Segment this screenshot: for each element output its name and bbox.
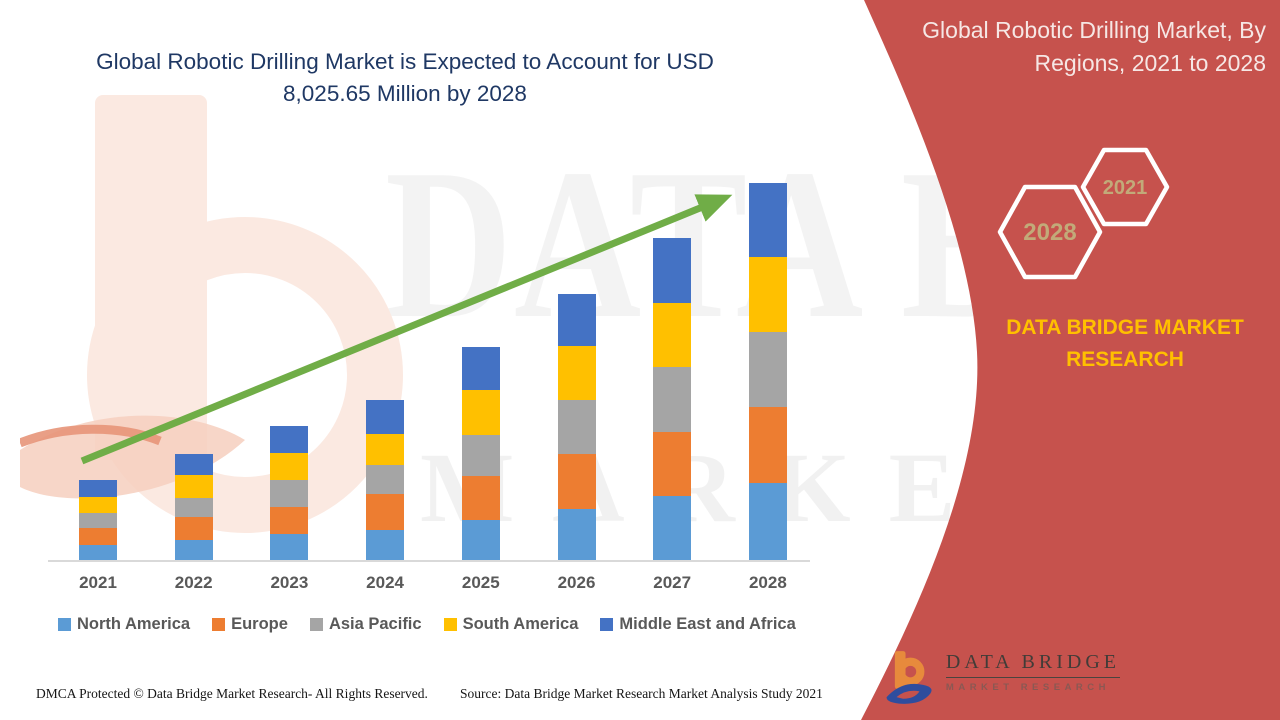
bar-segment: [270, 507, 309, 535]
logo-tagline: MARKET RESEARCH: [945, 682, 1111, 693]
legend-item: Asia Pacific: [309, 615, 422, 634]
bar-segment: [270, 534, 309, 561]
legend-item: Middle East and Africa: [600, 615, 796, 634]
x-axis-label: 2024: [366, 573, 404, 592]
legend-label: Middle East and Africa: [619, 615, 796, 633]
bar-segment: [748, 257, 787, 332]
legend-label: Europe: [231, 615, 288, 633]
legend-swatch: [443, 618, 457, 631]
dbmr-logo-icon: [886, 651, 932, 704]
x-axis-label: 2025: [461, 573, 500, 592]
bar-segment: [653, 432, 692, 497]
bar-segment: [174, 454, 213, 476]
plot-area: 2021 2022 2023 2024 2025 2026 2027 2028: [55, 150, 815, 592]
bar-segment: [174, 540, 213, 561]
bar-segment: [557, 346, 596, 401]
hexagon-year-2021: 2021: [1102, 177, 1148, 199]
bar-segment: [748, 407, 787, 483]
logo-name: DATA BRIDGE: [945, 651, 1120, 678]
bar-segment: [748, 331, 787, 408]
legend-label: Asia Pacific: [328, 615, 422, 633]
bar-segment: [557, 294, 596, 347]
x-axis-label: 2023: [270, 573, 309, 592]
bar-segment: [270, 480, 309, 508]
bar-segment: [653, 238, 692, 303]
chart-title: Global Robotic Drilling Market is Expect…: [96, 49, 714, 106]
x-axis-label: 2026: [557, 573, 596, 592]
legend-item: North America: [58, 615, 190, 634]
dmca-copyright-text: DMCA Protected © Data Bridge Market Rese…: [36, 686, 428, 701]
bar-segment: [366, 530, 405, 561]
legend-label: North America: [77, 615, 191, 633]
bar-segment: [366, 434, 405, 466]
x-axis-label: 2021: [79, 573, 117, 592]
legend-swatch: [212, 618, 226, 631]
legend-item: South America: [443, 615, 579, 634]
brand-text: DATA BRIDGE MARKET RESEARCH: [1006, 316, 1244, 371]
bar-segment: [653, 367, 692, 432]
bar-segment: [461, 435, 500, 477]
x-axis-label: 2028: [748, 573, 787, 592]
bar-segment: [653, 303, 692, 367]
bar-segment: [748, 482, 787, 561]
legend-label: South America: [462, 615, 579, 633]
hexagons-graphic: [997, 147, 1170, 280]
bar-segment: [174, 475, 213, 499]
bar-segment: [270, 453, 309, 481]
legend-swatch: [600, 618, 614, 631]
bar-segment: [366, 465, 405, 495]
bar-segment: [79, 480, 117, 497]
chart-legend: North America Europe Asia Pacific South Ame…: [58, 615, 796, 634]
bar-segment: [270, 426, 309, 454]
bar-segment: [79, 545, 117, 561]
bar-segment: [174, 498, 213, 518]
dbmr-logo: DATA BRIDGE MARKET RESEARCH: [885, 643, 1120, 715]
source-text: Source: Data Bridge Market Research Mark…: [460, 686, 823, 701]
bar-segment: [461, 390, 500, 436]
bar-segment: [366, 494, 405, 531]
bar-segment: [461, 520, 500, 561]
legend-swatch: [58, 618, 71, 631]
bar-segment: [79, 528, 117, 545]
bar-segment: [557, 509, 596, 561]
x-axis-label: 2027: [653, 573, 692, 592]
bar-segment: [79, 497, 117, 514]
x-axis-label: 2022: [174, 573, 213, 592]
hexagon-year-2028: 2028: [1023, 219, 1077, 246]
bar-segment: [366, 400, 405, 435]
x-axis-line: [48, 560, 810, 562]
bar-segment: [748, 183, 787, 258]
bar-segment: [174, 517, 213, 540]
legend-swatch: [309, 618, 323, 631]
panel-title: Global Robotic Drilling Market, By Regio…: [922, 17, 1266, 76]
legend-item: Europe: [212, 615, 288, 634]
bar-segment: [653, 496, 692, 561]
bar-segment: [557, 454, 596, 510]
bar-segment: [557, 400, 596, 454]
bar-segment: [461, 476, 500, 521]
bar-segment: [461, 347, 500, 391]
bar-segment: [79, 513, 117, 528]
